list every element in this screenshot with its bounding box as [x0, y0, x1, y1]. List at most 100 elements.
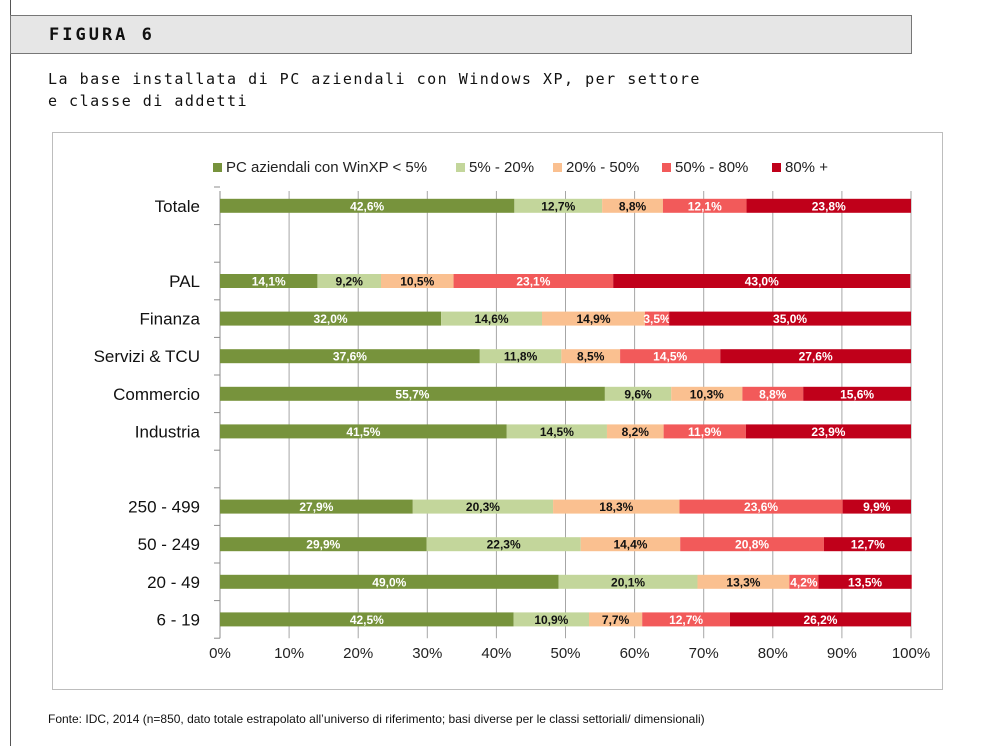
caption-line-2: e classe di addetti: [48, 92, 249, 110]
figure-label: FIGURA 6: [49, 25, 155, 45]
bar-segment: [671, 386, 743, 401]
category-label: 50 - 249: [138, 535, 200, 554]
bar-segment: [842, 499, 911, 514]
bar-segment: [220, 198, 515, 213]
data-label: 13,5%: [848, 575, 882, 589]
data-label: 14,5%: [653, 350, 687, 364]
figure-header: FIGURA 6: [10, 15, 912, 54]
bar-segment: [662, 198, 747, 213]
data-label: 14,5%: [540, 425, 574, 439]
legend-swatch: [213, 163, 222, 172]
x-tick-label: 70%: [689, 645, 719, 662]
bar-segment: [220, 349, 480, 364]
data-label: 7,7%: [602, 613, 630, 627]
data-label: 8,2%: [622, 425, 650, 439]
data-label: 14,6%: [475, 312, 509, 326]
figure-caption: La base installata di PC aziendali con W…: [48, 68, 748, 112]
category-label: Servizi & TCU: [94, 347, 200, 366]
data-label: 4,2%: [790, 575, 818, 589]
bar-segment: [381, 274, 454, 288]
x-tick-label: 50%: [550, 645, 580, 662]
bar-segment: [644, 311, 670, 326]
bar-segment: [514, 198, 603, 213]
bar-segment: [553, 499, 680, 514]
bar-segment: [823, 537, 912, 552]
x-tick-label: 40%: [481, 645, 511, 662]
data-label: 14,1%: [252, 275, 286, 289]
data-label: 23,1%: [516, 275, 550, 289]
bar-segment: [602, 198, 663, 213]
bar-segment: [613, 274, 911, 288]
bar-segment: [745, 424, 911, 439]
bar-segment: [220, 574, 559, 589]
data-label: 12,1%: [688, 199, 722, 213]
source-note: Fonte: IDC, 2014 (n=850, dato totale est…: [48, 712, 705, 726]
data-label: 8,8%: [619, 199, 647, 213]
legend-swatch: [662, 163, 671, 172]
bar-segment: [542, 311, 645, 326]
legend-label: 5% - 20%: [469, 159, 534, 176]
data-label: 8,8%: [759, 387, 787, 401]
bar-segment: [220, 311, 442, 326]
legend-label: 20% - 50%: [566, 159, 639, 176]
data-label: 10,9%: [534, 613, 568, 627]
bar-segment: [642, 612, 730, 627]
x-tick-label: 80%: [758, 645, 788, 662]
bar-segment: [729, 612, 911, 627]
data-label: 10,3%: [690, 387, 724, 401]
chart-frame: 0% 10% 20% 30% 40% 50% 60% 70% 80% 90% 100% Totale 4…: [52, 132, 943, 690]
data-label: 10,5%: [400, 275, 434, 289]
bar-segment: [220, 499, 413, 514]
bar-segment: [720, 349, 911, 364]
data-label: 35,0%: [773, 312, 807, 326]
bar-segment: [606, 424, 664, 439]
bar-segment: [220, 612, 514, 627]
data-label: 15,6%: [840, 387, 874, 401]
data-label: 12,7%: [669, 613, 703, 627]
data-label: 9,9%: [863, 500, 891, 514]
data-label: 20,8%: [735, 538, 769, 552]
stacked-bar-chart: 0% 10% 20% 30% 40% 50% 60% 70% 80% 90% 100% Totale 4…: [94, 159, 931, 662]
bar-segment: [220, 274, 318, 288]
x-tick-label: 10%: [274, 645, 304, 662]
x-tick-label: 100%: [892, 645, 930, 662]
left-margin-rule: [10, 0, 11, 746]
data-label: 3,5%: [643, 312, 671, 326]
bar-segment: [588, 612, 643, 627]
category-label: Totale: [155, 197, 200, 216]
bar-segment: [680, 537, 824, 552]
data-label: 23,9%: [811, 425, 845, 439]
data-label: 20,3%: [466, 500, 500, 514]
category-label: Finanza: [140, 310, 201, 329]
data-label: 43,0%: [745, 275, 779, 289]
legend-label: 50% - 80%: [675, 159, 748, 176]
data-label: 12,7%: [851, 538, 885, 552]
data-label: 9,6%: [624, 387, 652, 401]
x-tick-label: 30%: [412, 645, 442, 662]
data-label: 9,2%: [336, 275, 364, 289]
bar-segment: [803, 386, 911, 401]
data-label: 18,3%: [599, 500, 633, 514]
legend-swatch: [456, 163, 465, 172]
bar-segment: [220, 537, 427, 552]
data-label: 22,3%: [487, 538, 521, 552]
data-label: 37,6%: [333, 350, 367, 364]
bar-segment: [818, 574, 912, 589]
data-label: 14,9%: [576, 312, 610, 326]
legend-label: PC aziendali con WinXP < 5%: [226, 159, 427, 176]
legend-label: 80% +: [785, 159, 828, 176]
bar-segment: [453, 274, 614, 288]
data-label: 20,1%: [611, 575, 645, 589]
x-tick-label: 90%: [827, 645, 857, 662]
bar-segment: [220, 386, 605, 401]
x-tick-label: 20%: [343, 645, 373, 662]
bar-segment: [561, 349, 621, 364]
category-label: 20 - 49: [147, 573, 200, 592]
bar-segment: [663, 424, 746, 439]
bar-segment: [580, 537, 681, 552]
bar-segment: [479, 349, 562, 364]
data-label: 42,6%: [350, 199, 384, 213]
bar-segment: [789, 574, 819, 589]
data-label: 29,9%: [306, 538, 340, 552]
data-label: 32,0%: [314, 312, 348, 326]
